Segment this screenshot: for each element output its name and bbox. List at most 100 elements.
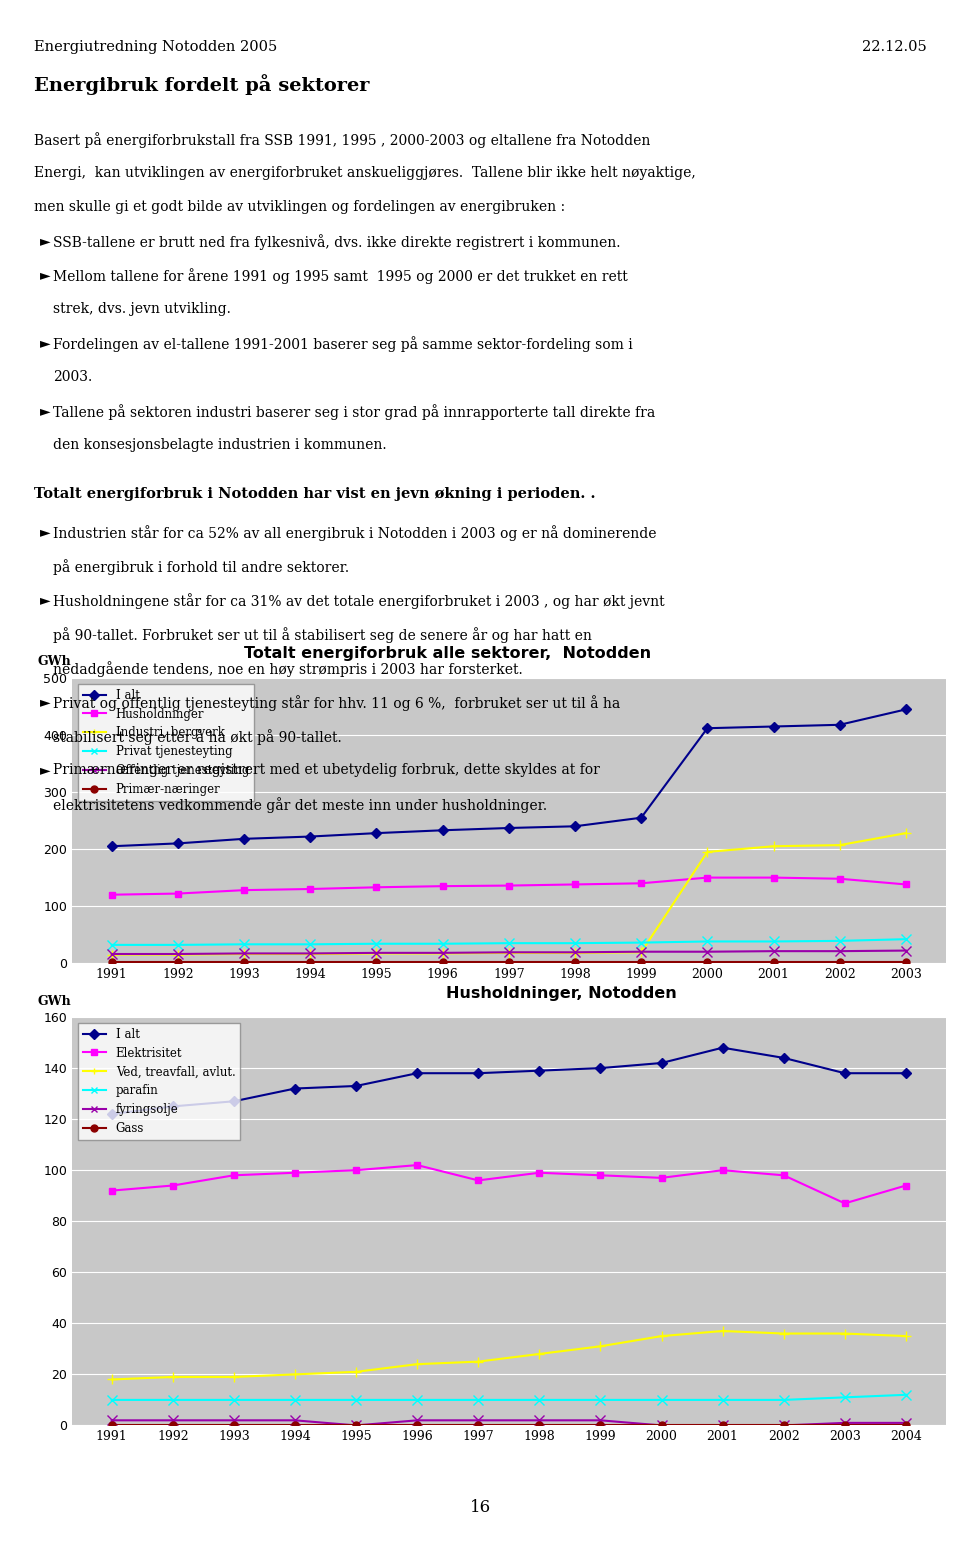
I alt [437, 821, 448, 840]
Text: Husholdningene står for ca 31% av det totale energiforbruket i 2003 , og har økt: Husholdningene står for ca 31% av det to… [53, 593, 664, 609]
Offentlig tjenesteyting [437, 943, 448, 962]
fyringsolje [778, 1416, 789, 1435]
Line: Primær-næringer: Primær-næringer [108, 959, 909, 966]
parafin [839, 1388, 851, 1407]
Text: 2003.: 2003. [53, 370, 92, 384]
Gass [656, 1416, 667, 1435]
Privat tjenesteyting [569, 934, 581, 952]
Text: 16: 16 [469, 1498, 491, 1516]
Text: ►: ► [40, 695, 51, 709]
Ved, treavfall, avlut. [717, 1322, 729, 1341]
I alt [839, 1063, 851, 1082]
Line: Husholdninger: Husholdninger [108, 874, 909, 898]
Gass [900, 1416, 912, 1435]
Primær-næringer [636, 952, 647, 971]
parafin [289, 1390, 300, 1408]
I alt [534, 1062, 545, 1080]
Elektrisitet [594, 1167, 606, 1185]
fyringsolje [106, 1412, 117, 1430]
Ved, treavfall, avlut. [656, 1327, 667, 1345]
Line: Offentlig tjenesteyting: Offentlig tjenesteyting [107, 946, 911, 959]
Ved, treavfall, avlut. [534, 1345, 545, 1364]
Elektrisitet [228, 1167, 240, 1185]
Text: Mellom tallene for årene 1991 og 1995 samt  1995 og 2000 er det trukket en rett: Mellom tallene for årene 1991 og 1995 sa… [53, 268, 628, 284]
I alt [228, 1093, 240, 1111]
I alt [900, 700, 912, 718]
Primær-næringer [503, 952, 515, 971]
Gass [778, 1416, 789, 1435]
I alt [304, 828, 316, 846]
Text: den konsesjonsbelagte industrien i kommunen.: den konsesjonsbelagte industrien i kommu… [53, 438, 387, 452]
fyringsolje [412, 1412, 423, 1430]
Text: Privat og offentlig tjenesteyting står for hhv. 11 og 6 %,  forbruket ser ut til: Privat og offentlig tjenesteyting står f… [53, 695, 620, 710]
Privat tjenesteyting [503, 934, 515, 952]
I alt [569, 817, 581, 835]
Ved, treavfall, avlut. [350, 1362, 362, 1381]
Gass [594, 1416, 606, 1435]
Industri, bergverk [238, 945, 250, 963]
Husholdninger [437, 877, 448, 895]
fyringsolje [656, 1416, 667, 1435]
I alt [172, 834, 183, 852]
fyringsolje [472, 1412, 484, 1430]
Text: Basert på energiforbrukstall fra SSB 1991, 1995 , 2000-2003 og eltallene fra Not: Basert på energiforbrukstall fra SSB 199… [34, 133, 650, 148]
Text: men skulle gi et godt bilde av utviklingen og fordelingen av energibruken :: men skulle gi et godt bilde av utvikling… [34, 200, 564, 214]
Husholdninger [636, 874, 647, 892]
Industri, bergverk [900, 824, 912, 843]
Text: Tallene på sektoren industri baserer seg i stor grad på innrapporterte tall dire: Tallene på sektoren industri baserer seg… [53, 404, 655, 419]
Offentlig tjenesteyting [636, 943, 647, 962]
parafin [412, 1390, 423, 1408]
Text: ►: ► [40, 336, 51, 350]
I alt [778, 1048, 789, 1066]
Primær-næringer [702, 952, 713, 971]
Elektrisitet [839, 1194, 851, 1213]
Gass [228, 1416, 240, 1435]
Primær-næringer [437, 952, 448, 971]
Ved, treavfall, avlut. [839, 1324, 851, 1342]
Ved, treavfall, avlut. [167, 1368, 179, 1387]
parafin [228, 1390, 240, 1408]
Primær-næringer [768, 952, 780, 971]
Husholdninger [172, 885, 183, 903]
Offentlig tjenesteyting [172, 945, 183, 963]
Text: strek, dvs. jevn utvikling.: strek, dvs. jevn utvikling. [53, 302, 230, 316]
Text: på energibruk i forhold til andre sektorer.: på energibruk i forhold til andre sektor… [53, 559, 348, 575]
Text: stabilisert seg etter å ha økt på 90-tallet.: stabilisert seg etter å ha økt på 90-tal… [53, 729, 342, 744]
Elektrisitet [412, 1156, 423, 1174]
Text: Industrien står for ca 52% av all energibruk i Notodden i 2003 og er nå dominere: Industrien står for ca 52% av all energi… [53, 525, 657, 541]
Privat tjenesteyting [106, 935, 117, 954]
I alt [834, 715, 846, 734]
Industri, bergverk [437, 945, 448, 963]
fyringsolje [350, 1416, 362, 1435]
Ved, treavfall, avlut. [594, 1338, 606, 1356]
Privat tjenesteyting [172, 935, 183, 954]
Text: Energibruk fordelt på sektorer: Energibruk fordelt på sektorer [34, 74, 369, 96]
Line: Industri, bergverk: Industri, bergverk [107, 828, 911, 960]
Offentlig tjenesteyting [900, 942, 912, 960]
Line: I alt: I alt [108, 1045, 909, 1117]
Elektrisitet [778, 1167, 789, 1185]
Text: Totalt energiforbruk i Notodden har vist en jevn økning i perioden. .: Totalt energiforbruk i Notodden har vist… [34, 487, 595, 501]
fyringsolje [839, 1413, 851, 1432]
Privat tjenesteyting [437, 934, 448, 952]
Ved, treavfall, avlut. [106, 1370, 117, 1388]
parafin [106, 1390, 117, 1408]
Industri, bergverk [768, 837, 780, 855]
Husholdninger [304, 880, 316, 898]
Offentlig tjenesteyting [106, 945, 117, 963]
Industri, bergverk [503, 943, 515, 962]
I alt [717, 1039, 729, 1057]
Text: GWh: GWh [37, 994, 71, 1008]
I alt [768, 717, 780, 735]
Offentlig tjenesteyting [768, 942, 780, 960]
Industri, bergverk [636, 943, 647, 962]
Text: SSB-tallene er brutt ned fra fylkesnivå, dvs. ikke direkte registrert i kommunen: SSB-tallene er brutt ned fra fylkesnivå,… [53, 234, 620, 250]
Husholdninger [238, 881, 250, 900]
Line: Ved, treavfall, avlut.: Ved, treavfall, avlut. [107, 1327, 911, 1384]
Text: på 90-tallet. Forbruket ser ut til å stabilisert seg de senere år og har hatt en: på 90-tallet. Forbruket ser ut til å sta… [53, 627, 591, 643]
Offentlig tjenesteyting [238, 945, 250, 963]
I alt [656, 1054, 667, 1073]
fyringsolje [228, 1412, 240, 1430]
Privat tjenesteyting [702, 932, 713, 951]
Text: Fordelingen av el-tallene 1991-2001 baserer seg på samme sektor-fordeling som i: Fordelingen av el-tallene 1991-2001 base… [53, 336, 633, 351]
